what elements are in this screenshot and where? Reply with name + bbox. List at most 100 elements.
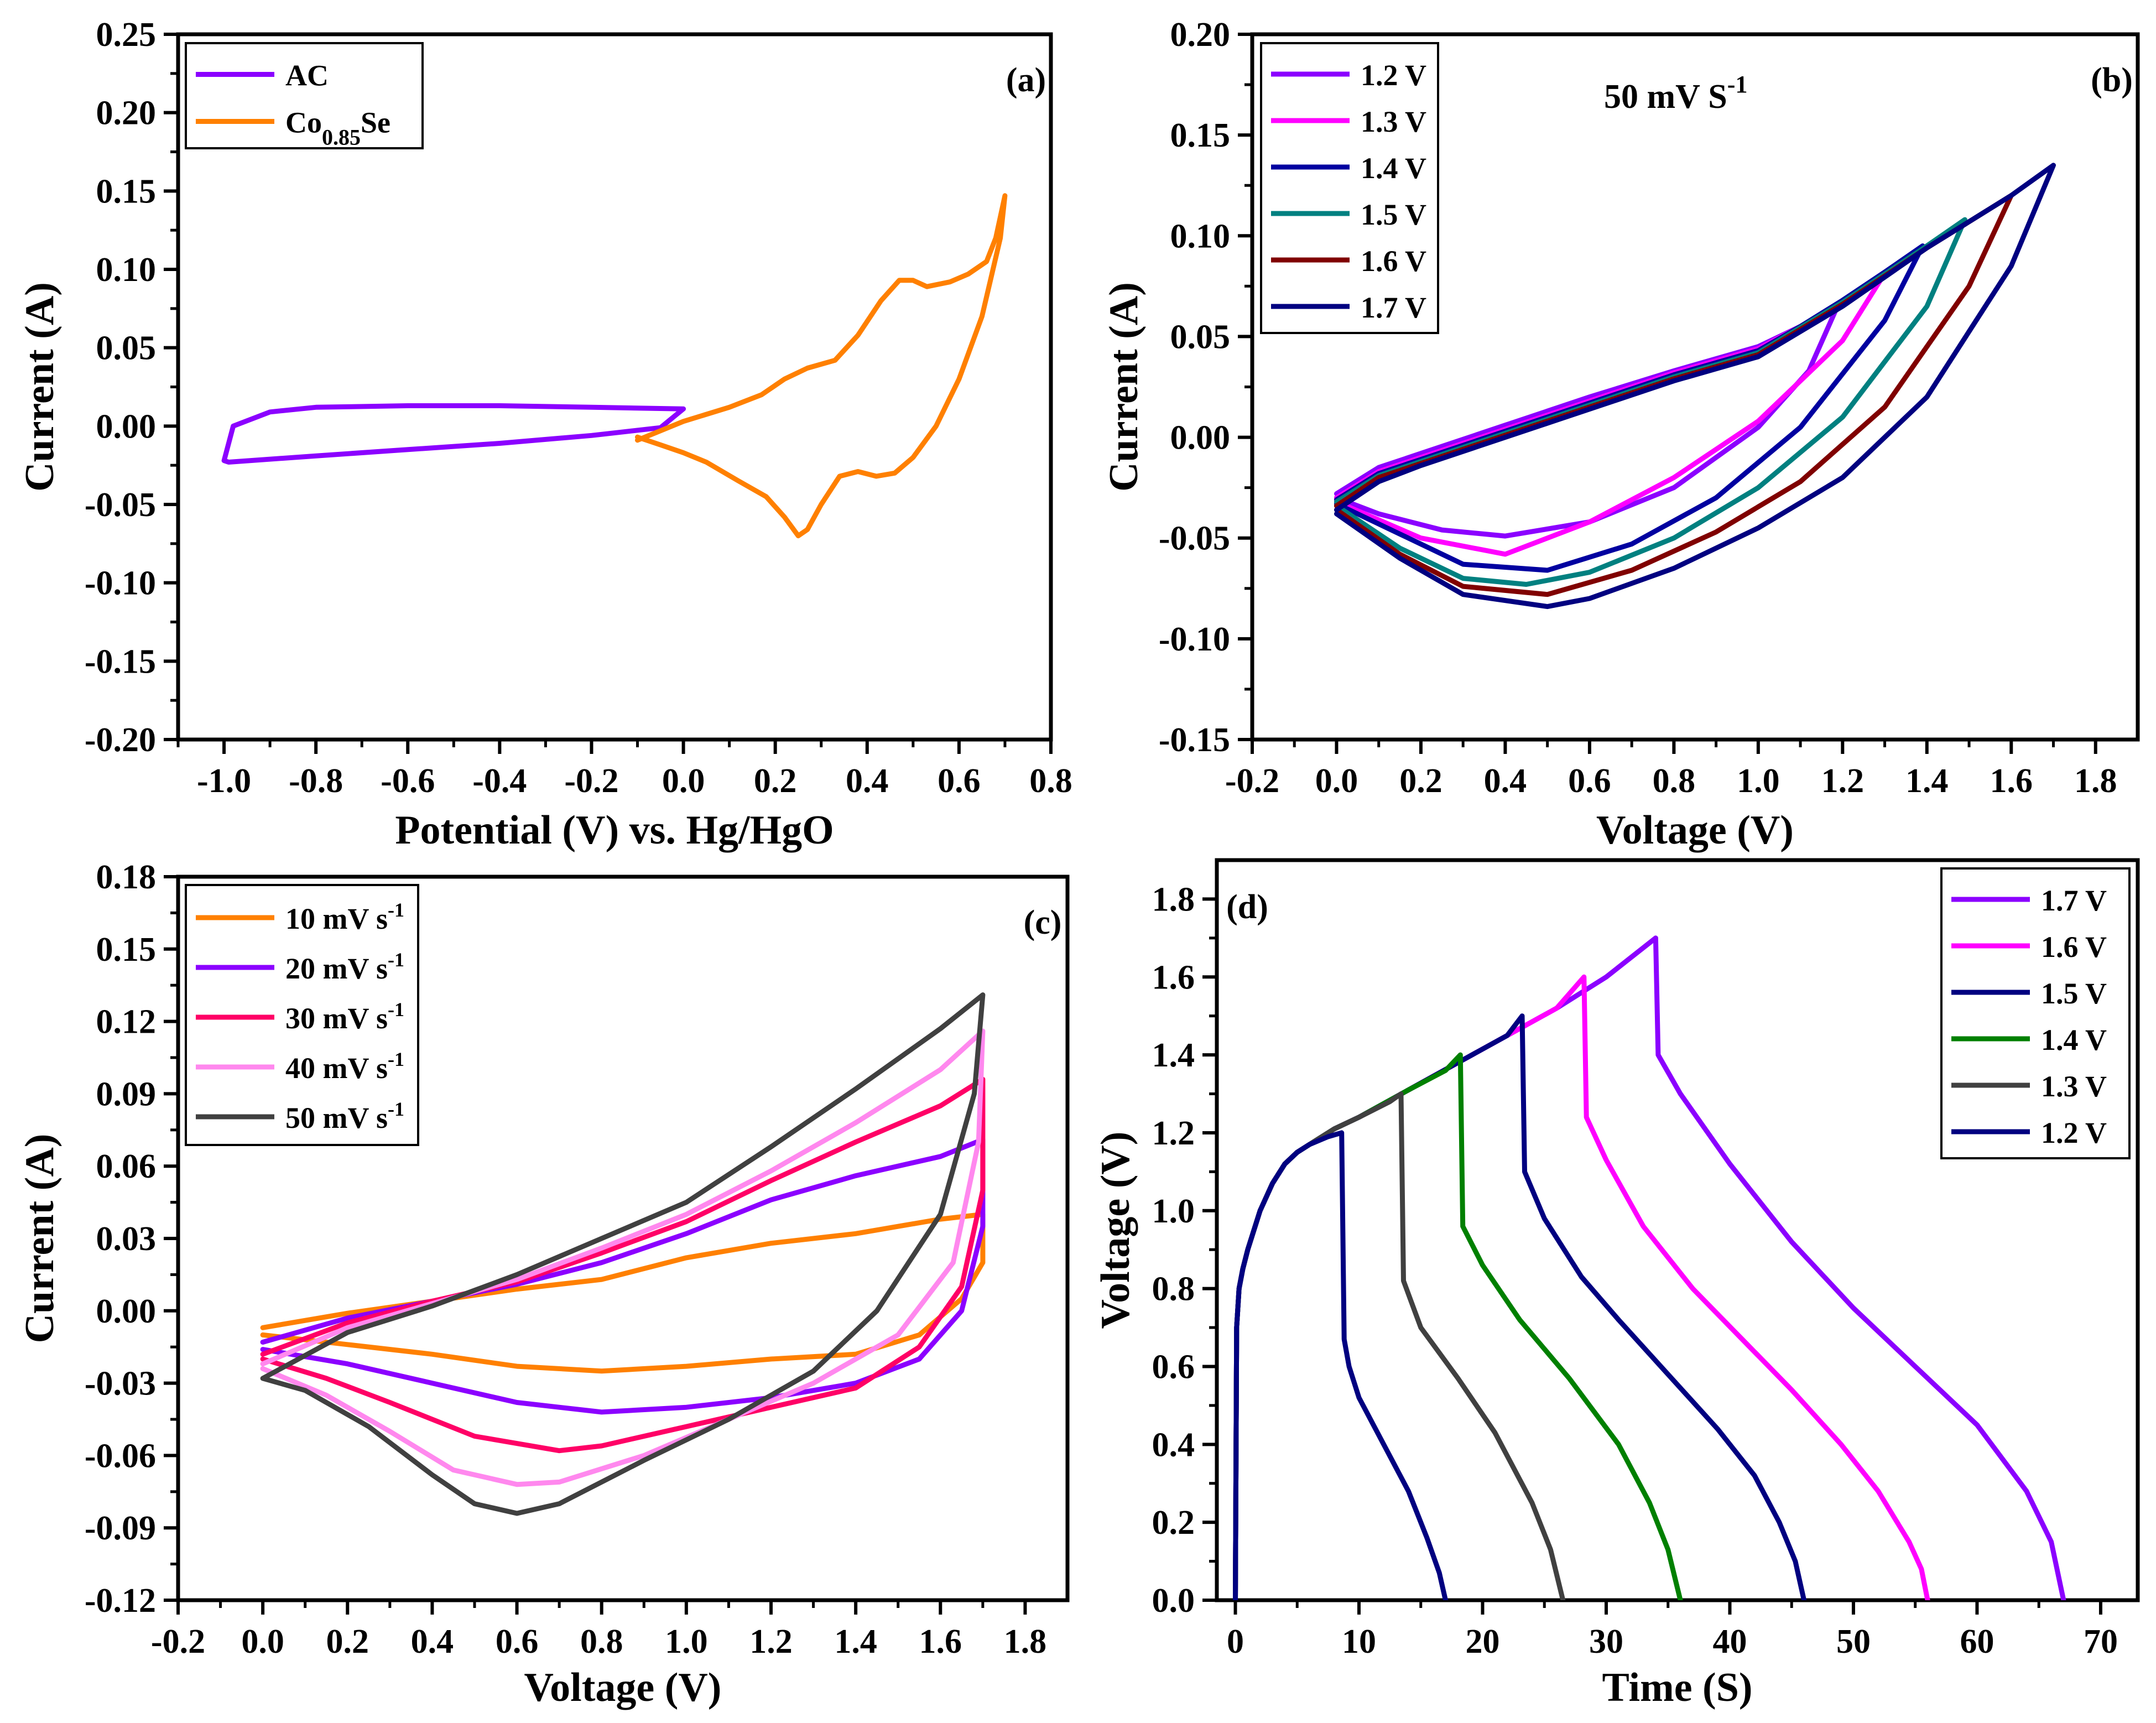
x-tick-label: 70	[2084, 1623, 2118, 1660]
y-tick-label: 0.18	[96, 858, 157, 896]
legend-label: 1.4 V	[1361, 152, 1426, 185]
series-line-6	[1334, 163, 2056, 610]
x-tick-label: -1.0	[197, 762, 251, 800]
legend-label-sup: -1	[388, 1098, 404, 1120]
x-tick-label: 0.2	[326, 1623, 369, 1660]
legend-label: 1.2 V	[1361, 59, 1426, 92]
y-tick-label: 0.15	[1170, 117, 1231, 154]
legend-label: 1.7 V	[1361, 291, 1426, 324]
legend-label: 30 mV s-1	[285, 998, 404, 1035]
y-tick-label: 0.12	[96, 1003, 157, 1041]
x-tick-label: -0.2	[151, 1623, 205, 1660]
series-line-2	[260, 1137, 986, 1415]
legend-label: 40 mV s-1	[285, 1048, 404, 1085]
legend-label-sup: -1	[388, 949, 404, 971]
y-axis-label: Voltage (V)	[1093, 1132, 1138, 1329]
x-tick-label: 20	[1466, 1623, 1500, 1660]
legend-label: 10 mV s-1	[285, 899, 404, 935]
y-axis-label: Current (A)	[1101, 282, 1147, 492]
x-tick-label: 1.8	[2074, 762, 2117, 800]
legend-label: 1.3 V	[1361, 105, 1426, 138]
x-tick-label: -0.2	[564, 762, 618, 800]
y-tick-label: 0.05	[96, 330, 157, 367]
x-tick-label: 0.4	[411, 1623, 454, 1660]
legend-label: 1.6 V	[1361, 244, 1426, 278]
legend-label: 1.5 V	[2041, 977, 2107, 1010]
scan-rate-annotation: 50 mV S-1	[1604, 71, 1747, 116]
panel-label: (c)	[1024, 904, 1062, 941]
legend-box	[1260, 42, 1439, 334]
legend-label: 1.4 V	[2041, 1023, 2107, 1056]
y-tick-label: -0.20	[85, 721, 156, 759]
legend-label: 1.2 V	[2041, 1116, 2107, 1149]
y-tick-label: 0.10	[96, 251, 157, 289]
y-tick-label: 0.15	[96, 931, 157, 969]
y-tick-label: -0.05	[1159, 520, 1230, 558]
series-line-6	[1233, 1130, 1448, 1600]
x-tick-label: 0.4	[846, 762, 889, 800]
y-tick-label: 0.00	[1170, 419, 1231, 457]
x-tick-label: 1.2	[749, 1623, 793, 1660]
series-line-4	[1233, 1052, 1683, 1600]
legend-label: 1.6 V	[2041, 930, 2107, 964]
x-tick-label: 1.6	[919, 1623, 962, 1660]
legend: 1.7 V 1.6 V 1.5 V 1.4 V 1.3 V 1.2 V	[1940, 867, 2131, 1159]
y-tick-label: 0.6	[1152, 1348, 1195, 1386]
y-axis-label: Current (A)	[17, 282, 63, 492]
panel-d: 0 10 20 30 40 50 60 70 0.0 0.2 0.4 0.6 0.8 1.0 1.2 1.4 1…	[1093, 858, 2140, 1710]
x-tick-label: 0.8	[1029, 762, 1072, 800]
y-tick-label: 0.10	[1170, 217, 1231, 255]
x-tick-label: 0.6	[938, 762, 981, 800]
legend: 1.2 V 1.3 V 1.4 V 1.5 V 1.6 V 1.7 V	[1260, 42, 1439, 334]
legend-label: 1.7 V	[2041, 884, 2107, 917]
x-tick-label: 0.6	[496, 1623, 539, 1660]
x-tick-label: 1.0	[1737, 762, 1780, 800]
x-tick-label: 0.8	[580, 1623, 623, 1660]
x-tick-label: 0	[1227, 1623, 1244, 1660]
legend-label: 20 mV s-1	[285, 949, 404, 985]
y-tick-label: -0.03	[85, 1365, 156, 1403]
y-tick-label: 0.8	[1152, 1271, 1195, 1308]
y-tick-label: -0.05	[85, 486, 156, 524]
y-tick-label: 0.09	[96, 1075, 157, 1113]
y-tick-label: 0.0	[1152, 1582, 1195, 1620]
x-tick-label: -0.4	[472, 762, 527, 800]
x-axis-label: Time (S)	[1602, 1665, 1752, 1710]
y-tick-label: -0.12	[85, 1582, 156, 1620]
y-tick-label: 1.8	[1152, 881, 1195, 918]
x-tick-label: 1.0	[665, 1623, 708, 1660]
panel-label: (a)	[1006, 61, 1046, 99]
legend: 10 mV s-1 20 mV s-1 30 mV s-1 40 mV s-1 50 m…	[185, 884, 419, 1146]
panel-label: (d)	[1226, 888, 1268, 926]
series-line-2	[635, 193, 1008, 539]
series-line-5	[260, 992, 986, 1516]
y-tick-label: 0.20	[96, 95, 157, 132]
legend-label-sup: -1	[388, 998, 404, 1021]
y-tick-label: 0.03	[96, 1220, 157, 1258]
x-axis-label: Voltage (V)	[524, 1665, 722, 1710]
y-tick-label: -0.15	[1159, 721, 1230, 759]
x-tick-label: -0.6	[381, 762, 435, 800]
y-tick-label: 1.6	[1152, 959, 1195, 996]
x-tick-label: 0.0	[241, 1623, 284, 1660]
y-tick-label: -0.06	[85, 1437, 156, 1475]
panel-b: -0.2 0.0 0.2 0.4 0.6 0.8 1.0 1.2 1.4 1.6 1.8 -0.15 -…	[1101, 16, 2140, 853]
legend-label-sup: -1	[388, 899, 404, 921]
y-tick-label: -0.10	[1159, 621, 1230, 658]
y-tick-label: 0.20	[1170, 16, 1231, 54]
series-line-1	[260, 1211, 986, 1374]
x-tick-label: -0.2	[1225, 762, 1279, 800]
x-tick-label: 0.2	[754, 762, 797, 800]
legend-label: 1.5 V	[1361, 198, 1426, 231]
y-tick-label: 0.06	[96, 1148, 157, 1185]
x-tick-label: 0.8	[1653, 762, 1696, 800]
x-tick-label: 1.4	[1905, 762, 1949, 800]
x-tick-label: 1.4	[834, 1623, 877, 1660]
x-tick-label: 1.8	[1004, 1623, 1047, 1660]
x-tick-label: 1.6	[1990, 762, 2033, 800]
scan-rate-annotation-sup: -1	[1727, 71, 1748, 98]
series-line-2	[1233, 974, 1930, 1600]
legend-label-sub: 0.85	[322, 125, 361, 150]
